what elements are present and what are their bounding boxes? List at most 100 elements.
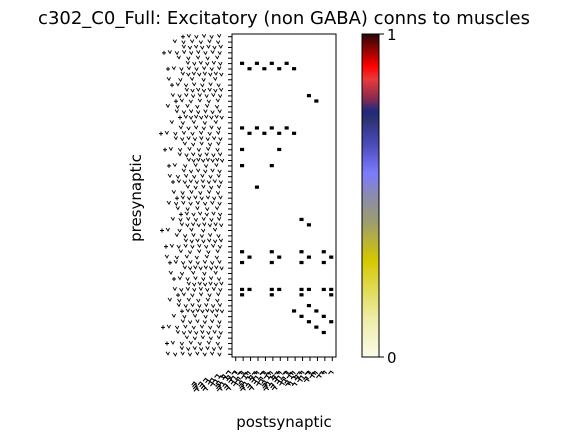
x-axis-label: postsynaptic <box>236 413 332 431</box>
y-tick-label-mark <box>172 276 176 281</box>
x-tick-label-ink <box>216 370 274 390</box>
y-tick-label-glyph <box>179 211 223 217</box>
y-tick-label-glyph <box>166 77 218 83</box>
heatmap-cell <box>284 61 289 65</box>
x-tick-label-glyph <box>193 371 258 392</box>
y-tick-label-ink <box>182 265 224 271</box>
y-tick-label-ink <box>171 66 222 72</box>
y-tick-label-glyph <box>186 281 224 287</box>
y-tick-label-ink <box>168 270 218 276</box>
heatmap-cell <box>314 99 319 103</box>
y-tick-label-ink <box>170 93 223 99</box>
y-tick-label-ink <box>172 39 221 45</box>
y-tick-label-glyph <box>181 168 222 174</box>
heatmap-cell <box>277 287 282 292</box>
heatmap-cell <box>306 287 311 292</box>
y-tick-label-ink <box>166 200 222 206</box>
y-tick-label-glyph <box>182 141 221 147</box>
y-tick-label-ink <box>174 109 222 115</box>
y-tick-label-glyph <box>175 206 220 212</box>
y-tick-label-ink <box>180 195 223 201</box>
heatmap-cell <box>247 287 252 292</box>
y-tick-label-ink <box>164 130 221 136</box>
heatmap-cell <box>329 255 334 259</box>
heatmap-cell <box>254 61 259 65</box>
y-tick-label-ink <box>164 254 219 260</box>
x-tick-label-glyph <box>285 370 334 387</box>
heatmap-cell <box>269 260 274 265</box>
heatmap-cell <box>299 287 304 292</box>
y-tick-label-mark <box>178 115 182 120</box>
y-tick-label-glyph <box>173 136 223 142</box>
y-tick-label-ink <box>183 114 224 120</box>
x-ticks <box>235 357 333 361</box>
heatmap-cell <box>254 185 259 189</box>
y-tick-label-ink <box>178 249 220 255</box>
heatmap-cells <box>240 61 334 335</box>
y-tick-label-glyph <box>166 200 222 206</box>
y-tick-label-glyph <box>171 313 219 320</box>
y-tick-label-ink <box>176 55 220 61</box>
y-tick-label-mark <box>165 341 169 346</box>
y-tick-label-ink <box>186 157 225 163</box>
y-tick-label-glyph <box>184 87 224 93</box>
y-tick-label-ink <box>167 297 220 303</box>
heatmap-cell <box>292 67 297 71</box>
y-tick-label-glyph <box>185 184 222 190</box>
y-tick-label-ink <box>186 33 222 40</box>
heatmap-cell <box>329 293 334 297</box>
y-tick-label-mark <box>164 244 168 249</box>
heatmap-cell <box>240 147 245 152</box>
y-tick-label-ink <box>184 211 223 217</box>
heatmap-cell <box>269 250 274 254</box>
heatmap-cell <box>269 126 274 130</box>
y-tick-label-glyph <box>164 243 223 250</box>
heatmap-cell <box>240 293 245 297</box>
y-tick-label-ink <box>180 71 224 77</box>
y-tick-label-glyph <box>164 254 219 260</box>
heatmap-cell <box>269 61 274 65</box>
x-tick-label-glyph <box>261 370 312 387</box>
y-tick-label-ink <box>165 103 220 110</box>
y-tick-label-ink <box>184 335 221 341</box>
y-tick-label-glyph <box>184 335 221 341</box>
y-tick-label-mark <box>181 34 185 39</box>
y-tick-label-ink <box>172 163 219 169</box>
y-tick-label-ink <box>181 44 223 50</box>
y-tick-label-ink <box>167 50 222 56</box>
x-tick-labels <box>191 370 334 392</box>
y-tick-label-glyph <box>175 195 223 201</box>
y-tick-label-glyph <box>166 66 222 72</box>
y-tick-label-ink <box>170 340 220 346</box>
heatmap-cell <box>329 287 334 292</box>
heatmap-cell <box>299 217 304 222</box>
heatmap-cell <box>329 320 334 324</box>
y-tick-label-ink <box>180 319 222 325</box>
y-tick-label-glyph <box>159 130 221 136</box>
y-tick-label-glyph <box>176 55 220 61</box>
y-tick-label-glyph <box>176 292 221 298</box>
x-tick-label-glyph <box>238 370 290 387</box>
y-tick-label-ink <box>170 216 222 223</box>
y-tick-label-mark <box>176 293 180 298</box>
y-tick-label-ink <box>175 206 220 212</box>
y-tick-label-ink <box>167 173 221 180</box>
heatmap-cell <box>254 126 259 130</box>
y-tick-label-ink <box>176 179 223 185</box>
y-tick-label-ink <box>179 222 224 228</box>
y-tick-label-glyph <box>183 238 224 244</box>
x-tick-label-glyph <box>263 370 325 391</box>
heatmap-cell <box>247 131 252 135</box>
y-tick-label-ink <box>168 146 220 153</box>
chart-title: c302_C0_Full: Excitatory (non GABA) conn… <box>38 8 530 29</box>
heatmap-cell <box>321 314 326 318</box>
y-tick-label-glyph <box>178 114 224 120</box>
y-tick-label-glyph <box>162 50 222 56</box>
heatmap-cell <box>321 330 326 335</box>
y-tick-label-glyph <box>179 346 223 352</box>
y-tick-label-glyph <box>179 222 224 228</box>
heatmap-cell <box>306 320 311 324</box>
y-tick-label-ink <box>185 308 225 314</box>
y-tick-label-glyph <box>181 33 222 40</box>
